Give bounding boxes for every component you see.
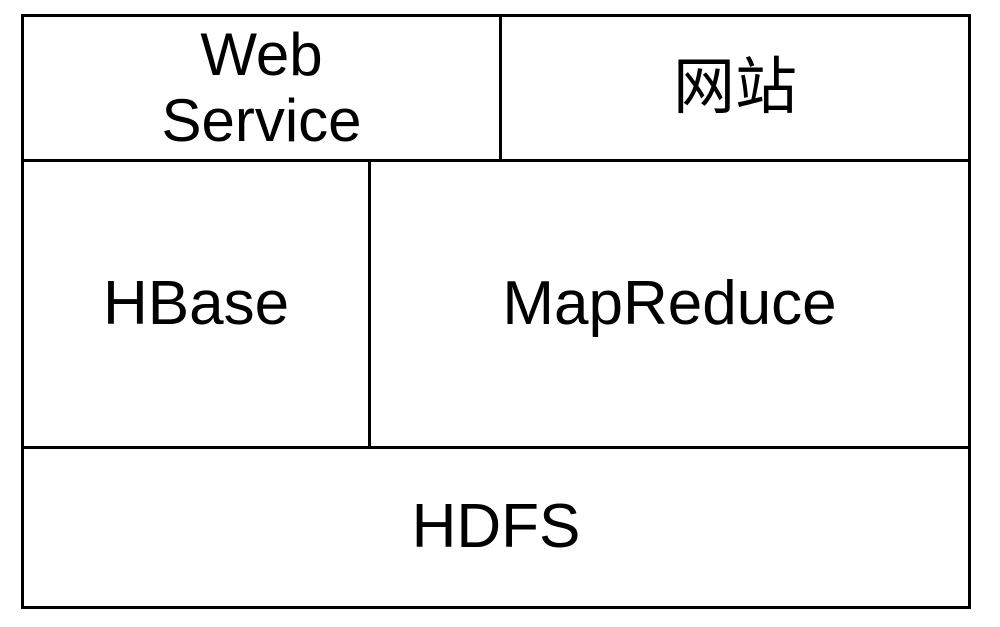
cell-label-hdfs: HDFS [412,493,581,561]
cell-web-service: Web Service [21,14,502,162]
cell-hbase: HBase [21,159,371,449]
cell-label-website: 网站 [673,54,797,122]
cell-mapreduce: MapReduce [368,159,971,449]
cell-label-mapreduce: MapReduce [502,270,836,338]
cell-label-web-service: Web Service [161,22,361,154]
cell-website: 网站 [499,14,971,162]
cell-hdfs: HDFS [21,446,971,609]
cell-label-hbase: HBase [103,270,289,338]
